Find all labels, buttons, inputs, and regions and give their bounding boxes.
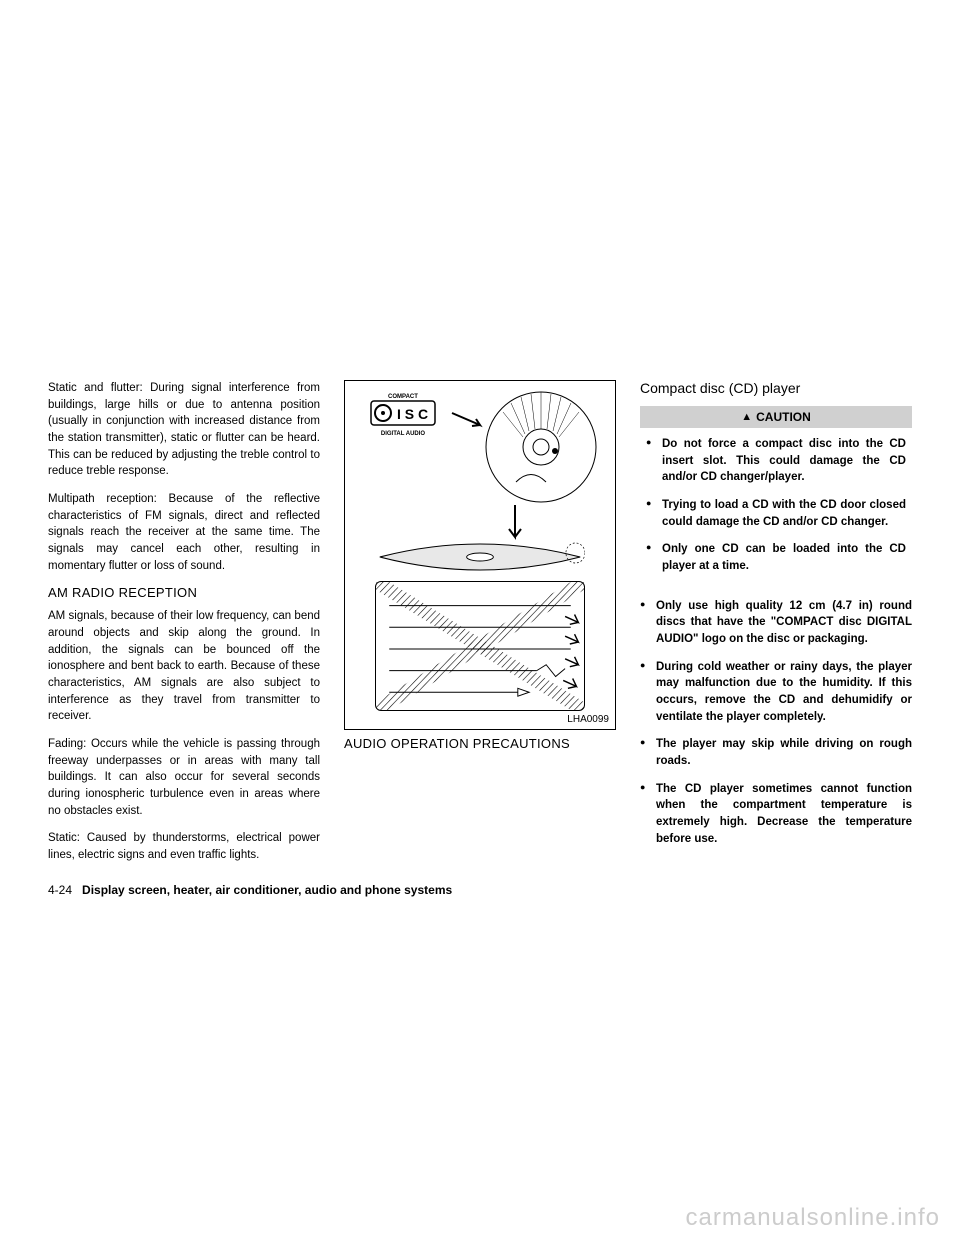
figure-label: LHA0099: [567, 714, 609, 725]
multipath-paragraph: Multipath reception: Because of the refl…: [48, 491, 320, 574]
cd-player-subhead: Compact disc (CD) player: [640, 380, 912, 396]
irregular-disc-warning-icon: [375, 581, 585, 711]
svg-text:I S C: I S C: [397, 406, 428, 422]
notes-list: Only use high quality 12 cm (4.7 in) rou…: [640, 598, 912, 848]
static-flutter-paragraph: Static and flutter: During signal interf…: [48, 380, 320, 480]
fading-paragraph: Fading: Occurs while the vehicle is pass…: [48, 736, 320, 819]
logo-top-text: COMPACT: [388, 394, 418, 400]
audio-precautions-heading: AUDIO OPERATION PRECAUTIONS: [344, 736, 616, 751]
note-item: The player may skip while driving on rou…: [640, 736, 912, 769]
warped-disc-icon: [375, 539, 585, 575]
column-right: Compact disc (CD) player ▲ CAUTION Do no…: [640, 380, 912, 875]
am-radio-heading: AM RADIO RECEPTION: [48, 585, 320, 600]
caution-item: Do not force a compact disc into the CD …: [646, 436, 906, 486]
compact-disc-logo-icon: COMPACT I S C DIGITAL AUDIO: [363, 389, 443, 439]
watermark: carmanualsonline.info: [686, 1204, 940, 1232]
am-signals-paragraph: AM signals, because of their low frequen…: [48, 608, 320, 725]
arrow-down-icon: [505, 503, 525, 543]
arrow-icon: [450, 411, 490, 431]
caution-list: Do not force a compact disc into the CD …: [640, 436, 912, 588]
caution-bar: ▲ CAUTION: [640, 406, 912, 428]
caution-label: CAUTION: [756, 410, 811, 424]
warning-triangle-icon: ▲: [741, 411, 752, 423]
cd-warning-figure: COMPACT I S C DIGITAL AUDIO: [344, 380, 616, 730]
page-footer: 4-24 Display screen, heater, air conditi…: [48, 883, 452, 897]
page-number: 4-24: [48, 883, 72, 897]
note-item: Only use high quality 12 cm (4.7 in) rou…: [640, 598, 912, 648]
note-item: During cold weather or rainy days, the p…: [640, 659, 912, 726]
page-content: Static and flutter: During signal interf…: [48, 380, 912, 1242]
caution-item: Only one CD can be loaded into the CD pl…: [646, 541, 906, 574]
disc-defect-icon: [481, 387, 601, 507]
note-item: The CD player sometimes cannot function …: [640, 781, 912, 848]
static-paragraph: Static: Caused by thunderstorms, electri…: [48, 830, 320, 863]
column-container: Static and flutter: During signal interf…: [48, 380, 912, 875]
column-center: COMPACT I S C DIGITAL AUDIO: [344, 380, 616, 875]
chapter-title: Display screen, heater, air conditioner,…: [82, 883, 452, 897]
svg-text:DIGITAL AUDIO: DIGITAL AUDIO: [381, 431, 426, 437]
caution-item: Trying to load a CD with the CD door clo…: [646, 497, 906, 530]
column-left: Static and flutter: During signal interf…: [48, 380, 320, 875]
